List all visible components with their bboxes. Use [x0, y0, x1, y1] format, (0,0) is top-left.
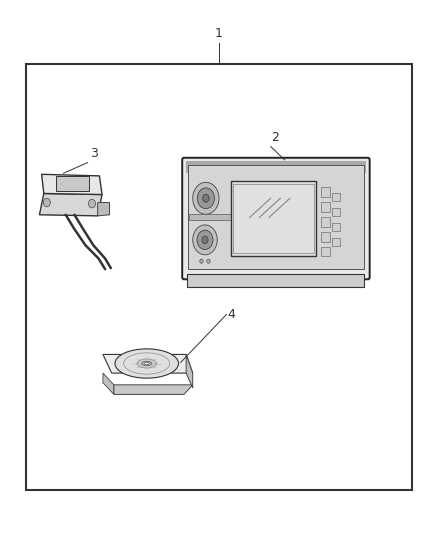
Bar: [321, 247, 330, 256]
Bar: [189, 214, 234, 220]
Ellipse shape: [145, 362, 149, 365]
Bar: [332, 193, 340, 201]
Bar: [332, 223, 340, 231]
Bar: [233, 184, 314, 253]
Bar: [231, 181, 316, 256]
Bar: [321, 217, 330, 227]
Polygon shape: [103, 354, 193, 373]
Polygon shape: [39, 193, 102, 216]
Bar: [321, 187, 330, 197]
Circle shape: [207, 259, 210, 263]
Bar: [239, 199, 252, 209]
Bar: [188, 165, 364, 269]
Circle shape: [198, 188, 215, 209]
Text: 1: 1: [215, 27, 223, 40]
Text: 3: 3: [90, 147, 98, 160]
Text: 4: 4: [228, 308, 236, 321]
Ellipse shape: [115, 349, 179, 378]
Bar: [186, 161, 366, 173]
Bar: [187, 274, 364, 287]
Text: 2: 2: [272, 131, 279, 144]
Circle shape: [88, 199, 95, 208]
Polygon shape: [114, 385, 193, 394]
Bar: [332, 238, 340, 246]
Bar: [239, 229, 252, 239]
Polygon shape: [186, 354, 193, 388]
Polygon shape: [42, 174, 102, 195]
Ellipse shape: [137, 359, 157, 368]
Bar: [332, 208, 340, 216]
Circle shape: [203, 195, 209, 203]
Circle shape: [43, 198, 50, 207]
Polygon shape: [103, 373, 114, 394]
Bar: [321, 232, 330, 242]
Bar: [239, 185, 252, 195]
Polygon shape: [98, 203, 110, 216]
Bar: [239, 244, 252, 254]
Circle shape: [193, 225, 217, 255]
FancyBboxPatch shape: [182, 158, 370, 279]
Bar: [239, 214, 252, 224]
Circle shape: [197, 230, 213, 249]
Bar: [26, 64, 412, 490]
Circle shape: [202, 236, 208, 244]
Circle shape: [200, 259, 203, 263]
Bar: [56, 176, 88, 191]
Circle shape: [193, 182, 219, 214]
Bar: [321, 202, 330, 212]
Ellipse shape: [142, 361, 152, 366]
